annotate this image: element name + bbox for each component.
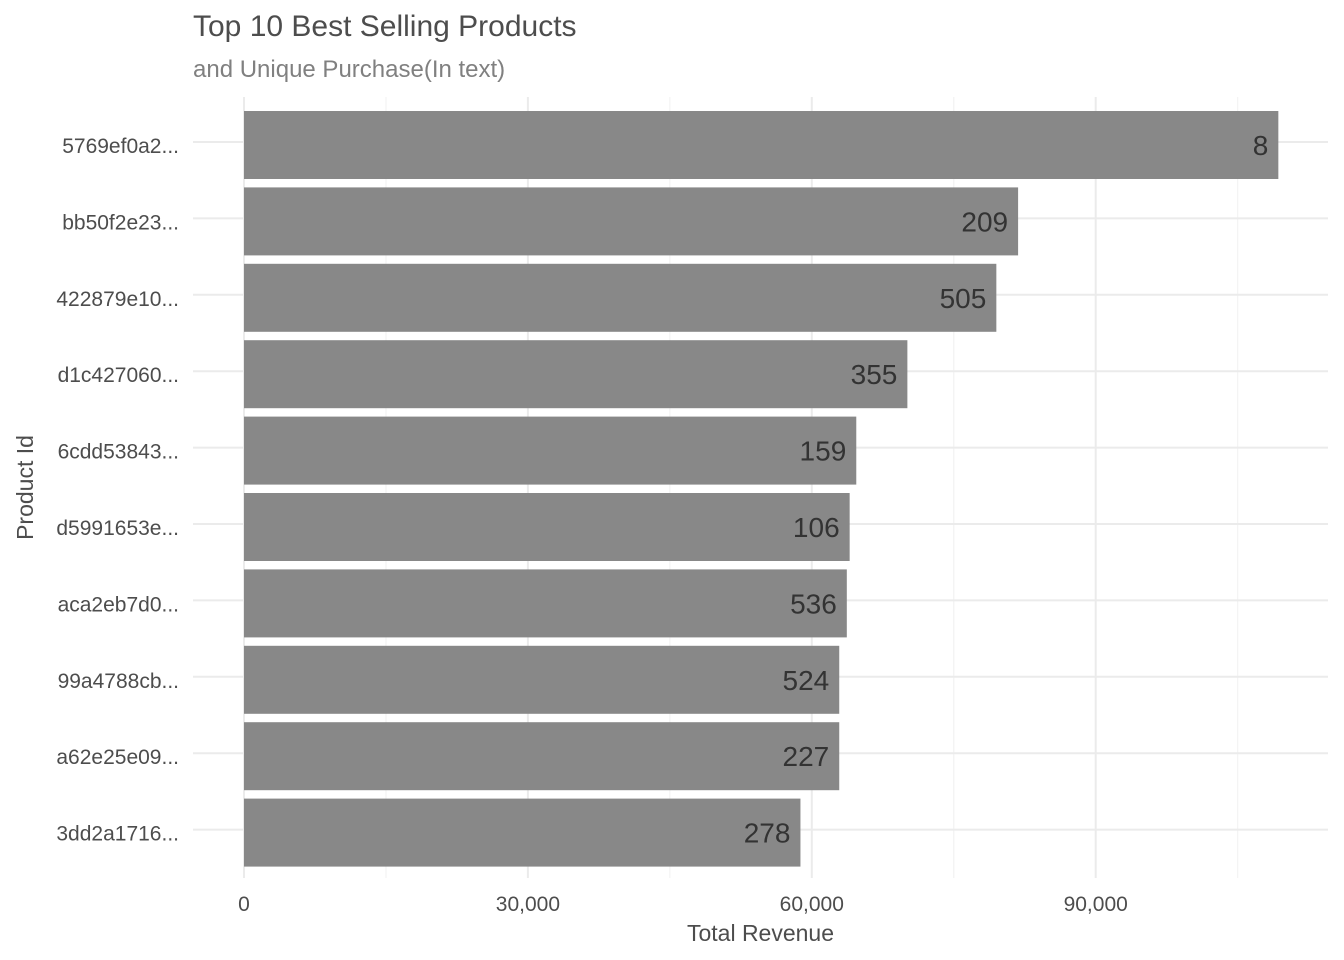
data-label: 536 <box>790 588 837 619</box>
bar <box>244 340 908 409</box>
bar <box>244 416 857 485</box>
data-label: 355 <box>851 359 898 390</box>
bar <box>244 722 840 791</box>
bar <box>244 263 997 332</box>
data-label: 227 <box>783 741 830 772</box>
y-tick-label: d1c427060... <box>58 364 179 387</box>
x-axis-title: Total Revenue <box>687 920 834 946</box>
data-label: 209 <box>961 206 1008 237</box>
y-axis-title: Product Id <box>12 435 38 540</box>
y-tick-label: 99a4788cb... <box>58 670 179 693</box>
bar <box>244 493 850 561</box>
y-tick-label: aca2eb7d0... <box>58 593 179 616</box>
bar <box>244 569 847 638</box>
x-tick-label: 30,000 <box>496 893 560 916</box>
data-label: 505 <box>940 283 987 314</box>
y-tick-label: d5991653e... <box>56 517 179 540</box>
data-label: 8 <box>1253 130 1269 161</box>
bar <box>244 645 840 714</box>
bar <box>244 111 1279 179</box>
chart-title: Top 10 Best Selling Products <box>193 10 577 43</box>
bar <box>244 798 801 867</box>
y-tick-label: 5769ef0a2... <box>62 135 179 158</box>
data-label: 278 <box>744 818 791 849</box>
data-label: 524 <box>783 665 830 696</box>
y-tick-label: 422879e10... <box>56 288 179 311</box>
data-label: 106 <box>793 512 840 543</box>
data-label: 159 <box>800 436 847 467</box>
x-tick-label: 0 <box>238 893 250 916</box>
chart-subtitle: and Unique Purchase(In text) <box>193 56 506 83</box>
y-tick-label: a62e25e09... <box>56 746 179 769</box>
x-tick-label: 60,000 <box>780 893 844 916</box>
y-tick-label: 6cdd53843... <box>58 441 179 464</box>
y-tick-label: bb50f2e23... <box>62 211 179 234</box>
bar <box>244 187 1019 256</box>
x-tick-label: 90,000 <box>1064 893 1128 916</box>
y-tick-label: 3dd2a1716... <box>56 823 179 846</box>
